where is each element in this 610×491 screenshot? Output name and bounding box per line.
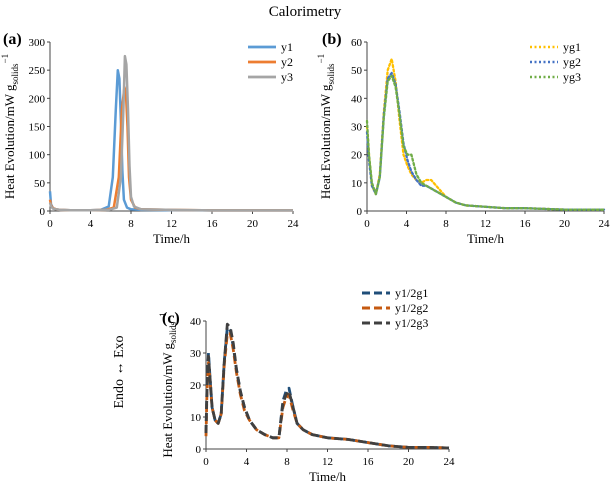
y-label-superscript: −1 bbox=[316, 54, 326, 64]
x-axis-label: Time/h bbox=[309, 469, 347, 484]
panel-label: (a) bbox=[3, 31, 22, 48]
x-tick-label: 12 bbox=[480, 218, 491, 230]
y-axis-label: Heat Evolution/mW gsolids−1 bbox=[158, 312, 178, 457]
x-tick-label: 0 bbox=[47, 218, 53, 230]
y-axis-label: Heat Evolution/mW gsolids−1 bbox=[0, 54, 20, 199]
x-tick-label: 20 bbox=[559, 218, 571, 230]
legend-label: y1/2g2 bbox=[395, 301, 428, 315]
x-tick-label: 12 bbox=[166, 218, 177, 230]
y-tick-label: 40 bbox=[351, 93, 363, 105]
x-tick-label: 20 bbox=[247, 218, 259, 230]
series-line-y1-2g1 bbox=[204, 325, 450, 450]
y-tick-label: 10 bbox=[351, 178, 363, 190]
legend-label: yg2 bbox=[563, 55, 581, 69]
y-label-subscript: solids bbox=[326, 63, 336, 85]
y-tick-label: 10 bbox=[190, 412, 202, 424]
y-tick-label: 20 bbox=[190, 380, 202, 392]
y-tick-label: 50 bbox=[351, 65, 363, 77]
x-tick-label: 8 bbox=[443, 218, 449, 230]
y-label-subscript: solids bbox=[168, 322, 178, 344]
x-tick-label: 0 bbox=[203, 456, 209, 468]
y-tick-label: 30 bbox=[351, 122, 363, 134]
x-tick-label: 20 bbox=[403, 456, 415, 468]
legend-label: y2 bbox=[281, 55, 293, 69]
y-tick-label: 300 bbox=[29, 37, 46, 49]
x-tick-label: 16 bbox=[520, 218, 532, 230]
series-line-y3 bbox=[48, 54, 293, 212]
x-tick-label: 4 bbox=[88, 218, 94, 230]
x-tick-label: 24 bbox=[444, 456, 456, 468]
chart-panel-3: 0 10 20 30 40 0 4 8 12 16 20 24 Time/h Heat Evolution… bbox=[158, 286, 455, 484]
chart-panel-2: 0 10 20 30 40 50 60 0 4 8 12 16 20 24 Time/h Heat Evolu… bbox=[316, 31, 610, 246]
legend-label: y1/2g1 bbox=[395, 286, 428, 300]
legend-label: y1/2g3 bbox=[395, 316, 428, 330]
y-tick-label: 250 bbox=[29, 65, 46, 77]
y-tick-label: 0 bbox=[40, 206, 46, 218]
x-tick-label: 16 bbox=[363, 456, 375, 468]
series-line-y1 bbox=[48, 68, 293, 212]
y-axis-label: Heat Evolution/mW gsolids−1 bbox=[316, 54, 336, 199]
y-tick-label: 50 bbox=[34, 178, 46, 190]
y-label-subscript: solids bbox=[10, 63, 20, 85]
x-tick-label: 8 bbox=[128, 218, 134, 230]
x-axis-label: Time/h bbox=[153, 231, 191, 246]
y-label-main: Heat Evolution/mW g bbox=[160, 343, 175, 458]
series-line-y1-2g3 bbox=[204, 322, 450, 450]
y-tick-label: 30 bbox=[190, 348, 202, 360]
figure-title: Calorimetry bbox=[268, 4, 342, 20]
y-label-main: Heat Evolution/mW g bbox=[2, 84, 17, 199]
x-tick-label: 0 bbox=[364, 218, 370, 230]
x-tick-label: 4 bbox=[244, 456, 250, 468]
y-label-superscript: −1 bbox=[158, 312, 168, 322]
y-tick-label: 0 bbox=[357, 206, 363, 218]
y-tick-label: 100 bbox=[29, 150, 46, 162]
y-label-superscript: −1 bbox=[0, 54, 10, 64]
series-line-y2 bbox=[48, 85, 293, 212]
series-line-yg3 bbox=[365, 74, 606, 211]
x-tick-label: 16 bbox=[207, 218, 219, 230]
x-tick-label: 12 bbox=[322, 456, 333, 468]
y-tick-label: 0 bbox=[196, 444, 202, 456]
x-tick-label: 8 bbox=[284, 456, 290, 468]
y-tick-label: 150 bbox=[29, 122, 46, 134]
y-tick-label: 20 bbox=[351, 150, 363, 162]
x-tick-label: 24 bbox=[288, 218, 300, 230]
legend-label: yg3 bbox=[563, 70, 581, 84]
legend-label: yg1 bbox=[563, 40, 581, 54]
y-tick-label: 200 bbox=[29, 93, 46, 105]
panel-label: (c) bbox=[162, 310, 180, 327]
y-tick-label: 40 bbox=[190, 316, 202, 328]
panel-label: (b) bbox=[322, 31, 342, 48]
chart-panel-1: 0 50 100 150 200 250 300 0 4 8 12 16 20 24 Time/h Heat … bbox=[0, 31, 299, 246]
series-line-y1-2g2 bbox=[204, 332, 450, 450]
x-axis-label: Time/h bbox=[467, 231, 505, 246]
y-label-main: Heat Evolution/mW g bbox=[318, 84, 333, 199]
x-tick-label: 4 bbox=[404, 218, 410, 230]
legend-label: y3 bbox=[281, 70, 293, 84]
y-tick-label: 60 bbox=[351, 37, 363, 49]
legend-label: y1 bbox=[281, 40, 293, 54]
x-tick-label: 24 bbox=[599, 218, 610, 230]
